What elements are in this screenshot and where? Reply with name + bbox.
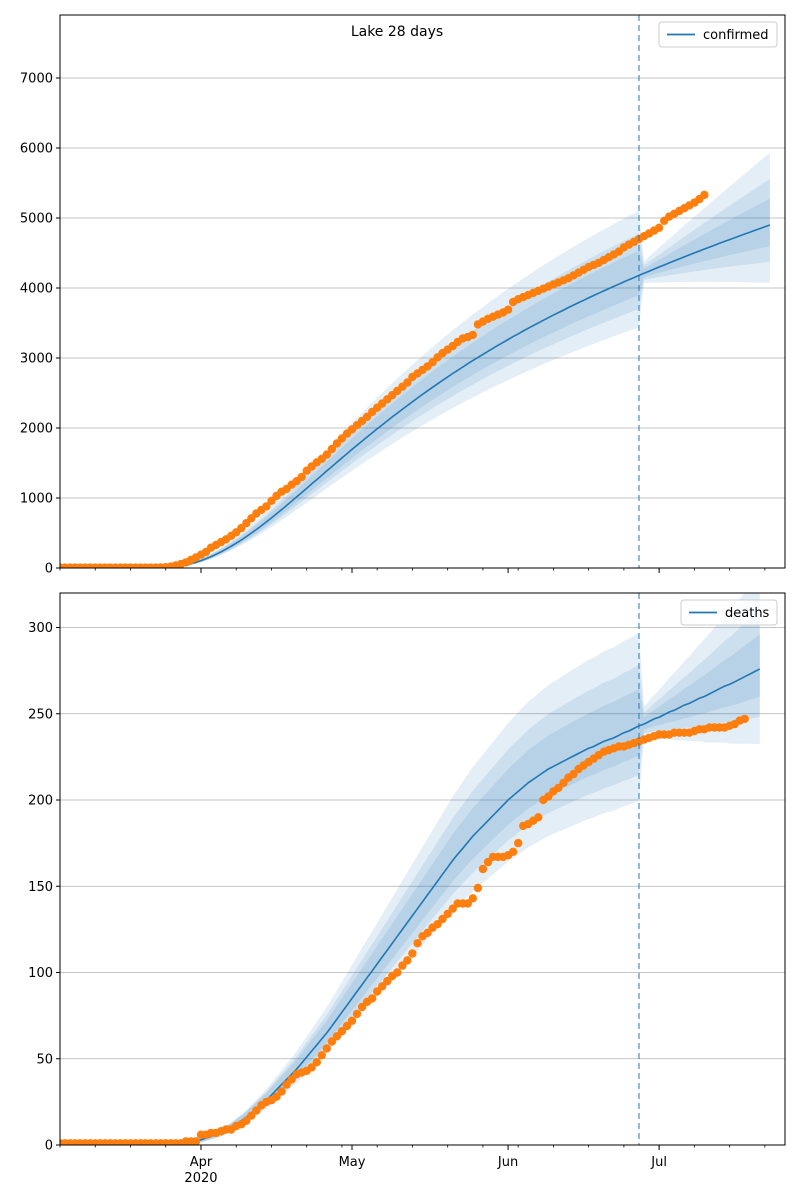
observed-point bbox=[443, 909, 452, 919]
observed-point bbox=[352, 1009, 362, 1019]
observed-point bbox=[272, 1092, 281, 1101]
x-tick-label: May bbox=[339, 1155, 366, 1170]
plot-area bbox=[60, 77, 785, 568]
observed-point bbox=[368, 994, 377, 1003]
chart-title: Lake 28 days bbox=[351, 24, 443, 40]
observed-point bbox=[468, 330, 477, 340]
observed-point bbox=[700, 190, 709, 200]
observed-point bbox=[554, 783, 563, 793]
observed-point bbox=[347, 1016, 357, 1025]
observed-point bbox=[393, 968, 402, 977]
observed-point bbox=[317, 1051, 326, 1060]
observed-point bbox=[378, 982, 387, 991]
axes-frame bbox=[59, 14, 786, 569]
uncertainty-band bbox=[60, 593, 760, 1145]
observed-point bbox=[373, 987, 382, 996]
y-tick-label: 2000 bbox=[20, 422, 53, 437]
x-tick-label: Apr bbox=[190, 1155, 213, 1170]
observed-point bbox=[423, 928, 432, 937]
plot-area bbox=[60, 593, 785, 1145]
observed-point bbox=[262, 502, 271, 511]
observed-point bbox=[307, 1063, 316, 1072]
observed-point bbox=[312, 1058, 321, 1067]
axes-frame bbox=[59, 592, 786, 1146]
observed-point bbox=[559, 778, 568, 787]
legend-box bbox=[680, 599, 778, 626]
observed-point bbox=[327, 444, 337, 454]
x-tick-label: 2020 bbox=[184, 1171, 217, 1186]
uncertainty-band bbox=[60, 178, 770, 568]
x-tick-label: Jul bbox=[650, 1155, 667, 1170]
confirmed-panel: 0 1000 2000 3000 4000 5000 6000 7000 confirmed bbox=[20, 14, 786, 577]
y-tick-label: 6000 bbox=[20, 142, 53, 157]
y-grid bbox=[60, 77, 785, 568]
observed-point bbox=[503, 305, 513, 314]
y-tick-label: 0 bbox=[45, 562, 53, 577]
observed-point bbox=[322, 1044, 331, 1053]
observed-point bbox=[398, 961, 407, 970]
legend-label: deaths bbox=[725, 606, 770, 621]
observed-point bbox=[508, 847, 518, 856]
observed-point bbox=[438, 914, 447, 924]
legend-label: confirmed bbox=[703, 28, 769, 43]
y-tick-label: 7000 bbox=[20, 72, 53, 87]
observed-point bbox=[433, 920, 442, 929]
observed-series bbox=[60, 190, 709, 568]
y-tick-label: 50 bbox=[36, 1052, 53, 1067]
observed-point bbox=[403, 956, 412, 965]
y-tick-label: 3000 bbox=[20, 352, 53, 367]
observed-point bbox=[191, 1137, 201, 1145]
y-tick-label: 4000 bbox=[20, 282, 53, 297]
legend: confirmed bbox=[658, 21, 778, 48]
y-tick-label: 250 bbox=[28, 707, 53, 722]
observed-point bbox=[483, 857, 493, 867]
observed-point bbox=[297, 472, 306, 482]
legend: deaths bbox=[680, 599, 778, 626]
observed-point bbox=[337, 1027, 347, 1036]
y-tick-label: 100 bbox=[28, 966, 53, 981]
observed-series bbox=[60, 714, 749, 1145]
observed-point bbox=[514, 838, 523, 848]
observed-point bbox=[468, 894, 477, 903]
observed-point bbox=[247, 1111, 256, 1120]
uncertainty-band bbox=[60, 152, 770, 568]
y-tick-label: 1000 bbox=[20, 492, 53, 507]
y-tick-label: 300 bbox=[28, 621, 53, 636]
uncertainty-band bbox=[60, 198, 770, 568]
y-tick-label: 150 bbox=[28, 880, 53, 895]
uncertainty-band bbox=[60, 608, 760, 1145]
observed-point bbox=[357, 1002, 367, 1012]
observed-point bbox=[408, 949, 417, 958]
observed-point bbox=[287, 1075, 296, 1084]
y-tick-label: 200 bbox=[28, 794, 53, 809]
observed-point bbox=[448, 904, 457, 913]
observed-point bbox=[252, 1106, 261, 1115]
observed-point bbox=[277, 1087, 286, 1096]
observed-point bbox=[473, 883, 483, 893]
observed-point bbox=[654, 223, 664, 232]
observed-point bbox=[403, 378, 412, 387]
x-tick-label: Jun bbox=[497, 1155, 518, 1170]
observed-point bbox=[342, 1021, 352, 1031]
y-tick-label: 0 bbox=[45, 1139, 53, 1154]
observed-point bbox=[478, 864, 488, 874]
observed-point bbox=[569, 769, 578, 779]
y-tick-label: 5000 bbox=[20, 212, 53, 227]
observed-point bbox=[327, 1037, 337, 1046]
observed-point bbox=[534, 813, 543, 822]
observed-point bbox=[322, 450, 331, 459]
observed-point bbox=[740, 714, 749, 724]
legend-box bbox=[658, 21, 778, 48]
observed-point bbox=[413, 939, 422, 948]
observed-point bbox=[463, 899, 472, 908]
